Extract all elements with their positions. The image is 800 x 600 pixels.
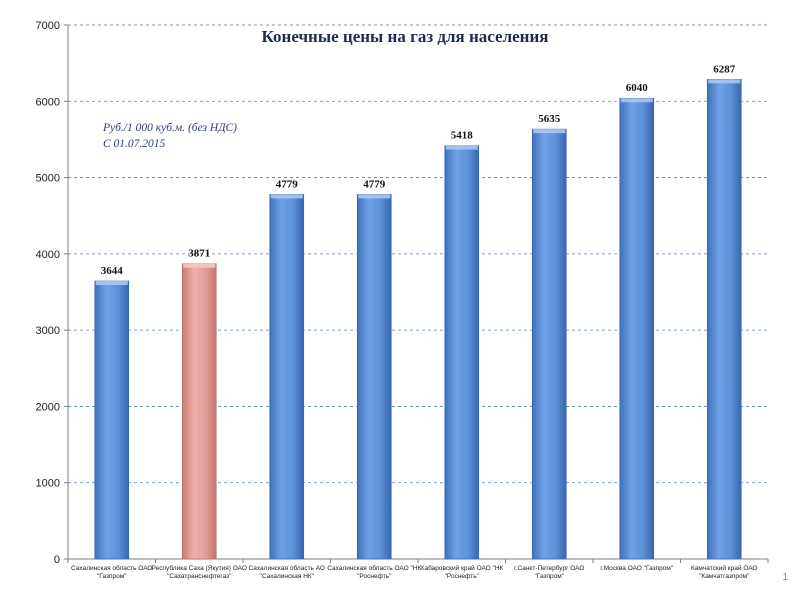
bar: [444, 145, 480, 560]
bar: [94, 280, 130, 560]
category-label: Сахалинская область ОАО: [71, 564, 152, 572]
category-label: "Сахалинская НК": [260, 573, 315, 580]
category-label: "Роснефть": [357, 573, 392, 580]
bar-group: [269, 194, 305, 560]
bar-top-cap: [183, 263, 216, 268]
value-label: 3644: [101, 265, 124, 277]
bar: [356, 194, 392, 560]
chart-title: Конечные цены на газ для населения: [262, 27, 549, 46]
y-tick-label: 0: [54, 554, 60, 566]
y-tick-label: 4000: [36, 249, 60, 261]
y-tick-label: 6000: [36, 96, 60, 108]
value-label: 6040: [626, 82, 649, 94]
value-label: 4779: [276, 178, 299, 190]
bar-group: [619, 97, 655, 560]
bar-top-cap: [708, 79, 741, 84]
unit-note: Руб./1 000 куб.м. (без НДС): [102, 122, 237, 134]
y-tick-label: 1000: [36, 478, 60, 490]
category-label: "Сахатранснефтегаз": [167, 573, 232, 580]
bar: [531, 128, 567, 560]
y-tick-label: 3000: [36, 325, 60, 337]
bar-group: [181, 263, 217, 560]
bar-top-cap: [358, 194, 391, 199]
value-label: 5418: [451, 130, 474, 142]
bar-group: [94, 280, 130, 560]
category-label: Сахалинская область ОАО "НК: [327, 564, 421, 572]
y-tick-label: 7000: [36, 20, 60, 32]
y-tick-label: 5000: [36, 173, 60, 185]
bar-top-cap: [445, 145, 478, 150]
bar-group: [444, 145, 480, 560]
bar: [706, 79, 742, 560]
bar: [181, 263, 217, 560]
category-label: "Роснефть": [445, 573, 480, 580]
category-label: "Камчатгазпром": [699, 573, 750, 580]
category-label: Республика Саха (Якутия) ОАО: [152, 564, 247, 572]
bar-top-cap: [95, 281, 128, 286]
bar: [269, 194, 305, 560]
category-label: Сахалинская область АО: [249, 564, 326, 572]
bar-top-cap: [533, 129, 566, 134]
bar-group: [531, 128, 567, 560]
bar-top-cap: [620, 98, 653, 103]
bar-group: [356, 194, 392, 560]
category-label: г.Москва ОАО "Газпром": [600, 565, 674, 572]
value-label: 6287: [713, 63, 736, 75]
bar-top-cap: [270, 194, 303, 199]
date-note: С 01.07.2015: [103, 138, 166, 150]
category-label: "Газпром": [534, 573, 564, 580]
bar-group: [706, 79, 742, 560]
category-label: Камчатский край ОАО: [691, 564, 757, 572]
page-number: 1: [782, 572, 788, 583]
y-tick-label: 2000: [36, 401, 60, 413]
bar: [619, 97, 655, 560]
category-label: г.Санкт-Петербург ОАО: [514, 564, 584, 572]
value-label: 5635: [538, 113, 561, 125]
category-label: "Газпром": [97, 573, 127, 580]
value-label: 3871: [188, 248, 210, 260]
value-label: 4779: [363, 178, 386, 190]
category-label: Хабаровский край ОАО "НК: [420, 564, 503, 572]
